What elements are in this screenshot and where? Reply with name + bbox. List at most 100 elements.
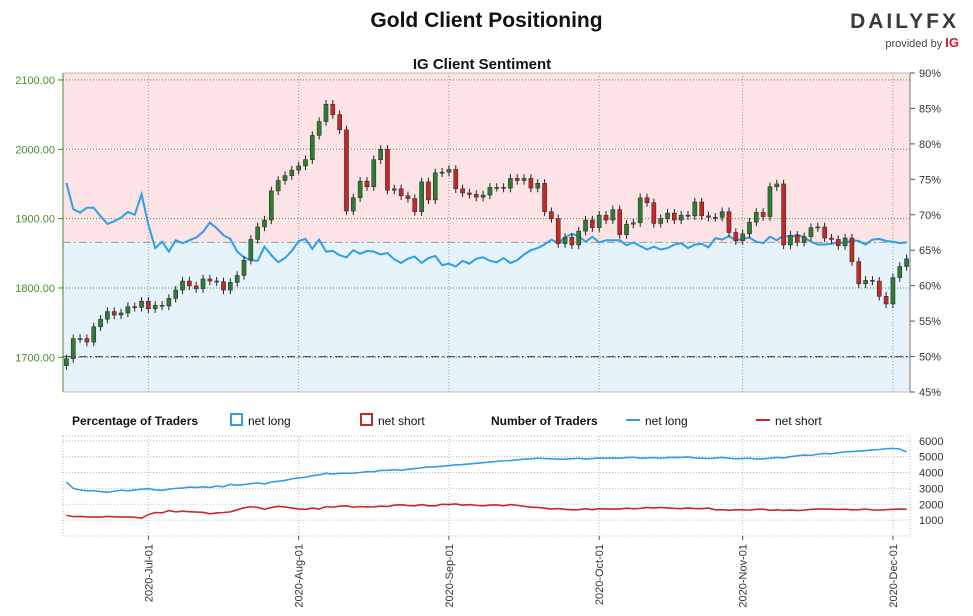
candle-up <box>774 183 780 187</box>
candle-down <box>603 214 609 221</box>
candle-down <box>514 178 520 181</box>
candle-up <box>241 259 247 276</box>
candle <box>316 117 322 140</box>
candle-up <box>897 266 903 278</box>
candle <box>371 155 377 191</box>
candle <box>644 193 650 207</box>
candle <box>269 186 274 225</box>
candle <box>282 171 288 185</box>
candle-up <box>323 103 329 122</box>
candle-down <box>849 237 855 262</box>
legend-net-long-swatch <box>230 413 243 426</box>
candle-down <box>883 296 889 305</box>
sentiment-tick-label: 45% <box>919 387 941 399</box>
candle-up <box>296 165 301 171</box>
candle <box>152 301 158 313</box>
candle-down <box>617 209 622 235</box>
candle <box>432 168 438 205</box>
candle-up <box>631 222 636 225</box>
candle-up <box>446 169 452 173</box>
candle <box>651 198 657 228</box>
candle-down <box>528 178 534 189</box>
candle <box>344 125 349 216</box>
net-long-sentiment-line <box>65 182 907 268</box>
candle-up <box>904 258 909 267</box>
sentiment-tick-label: 80% <box>919 139 941 151</box>
candle <box>747 217 752 239</box>
candle <box>549 207 554 223</box>
candle <box>357 177 363 202</box>
candle-up <box>91 326 97 343</box>
sentiment-tick-label: 50% <box>919 352 941 364</box>
candle <box>125 302 131 318</box>
count-tick-label: 2000 <box>919 499 943 511</box>
sentiment-tick-label: 85% <box>919 103 941 115</box>
candle <box>692 197 698 221</box>
candle <box>719 207 725 222</box>
candle-down <box>672 212 677 221</box>
price-tick-label: 2100.00 <box>15 75 55 87</box>
candle-down <box>651 202 657 224</box>
candle <box>870 276 875 286</box>
candle <box>788 231 793 250</box>
count-tick-label: 3000 <box>919 483 943 495</box>
provided-by-label: provided by IG <box>850 35 959 50</box>
candle-up <box>494 187 500 189</box>
candle <box>193 281 199 293</box>
candle-down <box>760 212 766 217</box>
dailyfx-logo: DAILYFX provided by IG <box>850 10 959 50</box>
candle <box>467 188 472 199</box>
candle-down <box>398 188 404 196</box>
candle <box>207 274 213 286</box>
candle <box>740 229 745 245</box>
candle <box>883 292 889 309</box>
candle <box>118 308 124 320</box>
candle <box>514 174 520 185</box>
candle <box>228 278 233 295</box>
legend-net-short-swatch <box>360 413 373 426</box>
candle-up <box>747 221 752 235</box>
candle <box>528 174 534 193</box>
candle <box>876 276 882 301</box>
candle <box>733 228 739 245</box>
sentiment-tick-label: 65% <box>919 245 941 257</box>
candle-down <box>364 180 370 187</box>
candle <box>296 161 301 175</box>
candle-up <box>152 305 158 310</box>
candle-down <box>876 280 882 297</box>
candle-down <box>644 197 650 203</box>
candle-up <box>378 149 383 160</box>
candle <box>405 191 411 203</box>
candle <box>835 235 841 250</box>
net-long-region <box>63 242 910 392</box>
sentiment-tick-label: 60% <box>919 281 941 293</box>
candle <box>904 254 909 271</box>
candle <box>569 233 575 250</box>
candle <box>460 184 465 198</box>
candle-down <box>385 149 390 191</box>
candle <box>794 231 800 247</box>
candle <box>863 276 868 288</box>
candle-down <box>337 114 342 131</box>
candle-up <box>234 275 240 283</box>
candle-down <box>460 188 465 194</box>
brand-wordmark: DAILYFX <box>850 10 959 33</box>
candle <box>330 100 336 119</box>
candle <box>555 214 561 248</box>
candle-up <box>391 188 397 191</box>
candle-up <box>637 197 643 224</box>
candle <box>289 165 295 180</box>
candle-up <box>439 171 445 174</box>
candle-down <box>549 211 554 219</box>
candle <box>849 233 855 266</box>
candle-up <box>788 235 793 246</box>
candle-down <box>870 280 875 282</box>
candle-down <box>214 280 219 283</box>
candle-up <box>419 181 424 212</box>
candle-up <box>815 226 821 229</box>
candle <box>419 177 424 216</box>
legend-net-long-label: net long <box>248 414 291 428</box>
candle-down <box>590 219 595 228</box>
candle-down <box>706 215 711 218</box>
candle-up <box>432 172 438 201</box>
